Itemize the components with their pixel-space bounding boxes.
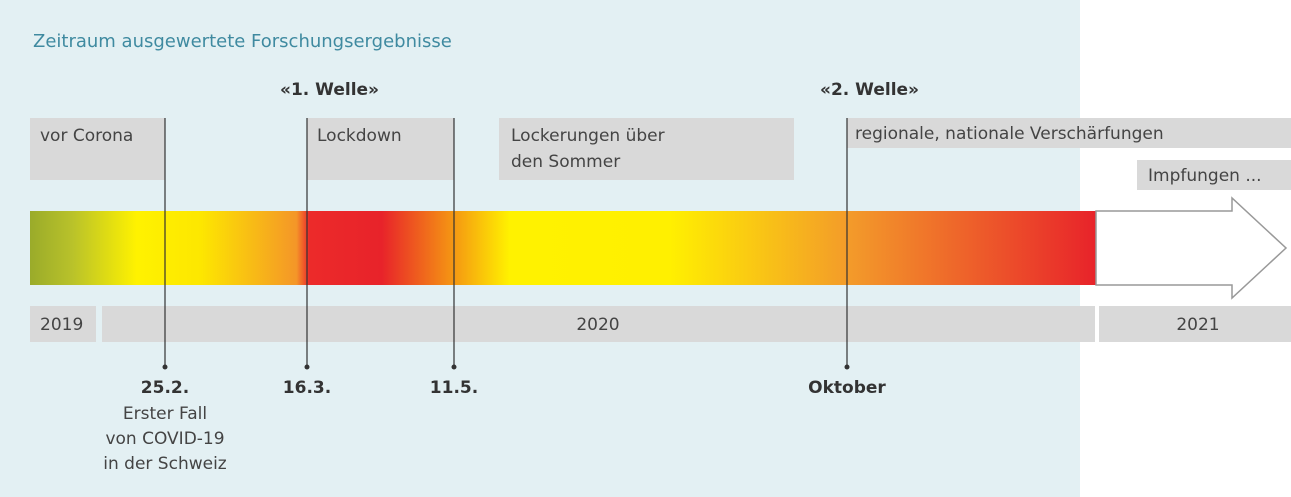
date-markers bbox=[162, 118, 850, 370]
phase-box bbox=[499, 118, 794, 180]
date-label: Oktober bbox=[808, 378, 886, 398]
date-note: von COVID-19 bbox=[105, 429, 224, 449]
phase-box bbox=[1137, 160, 1291, 190]
phase-label: Lockerungen über bbox=[511, 126, 665, 146]
date-dot bbox=[451, 364, 457, 370]
year-label: 2019 bbox=[40, 315, 83, 335]
phase-label: den Sommer bbox=[511, 152, 620, 172]
phase-box bbox=[307, 118, 454, 180]
year-label: 2021 bbox=[1176, 315, 1219, 335]
phase-label: Impfungen ... bbox=[1148, 166, 1262, 186]
phase-label: Lockdown bbox=[317, 126, 402, 146]
phase-box bbox=[30, 118, 165, 180]
date-note: in der Schweiz bbox=[103, 454, 227, 474]
phase-box bbox=[847, 118, 1291, 148]
year-box bbox=[1099, 306, 1291, 342]
date-dot bbox=[162, 364, 168, 370]
future-arrow bbox=[1095, 196, 1288, 300]
year-box bbox=[102, 306, 1095, 342]
date-label: 11.5. bbox=[430, 378, 478, 398]
date-label: 16.3. bbox=[283, 378, 331, 398]
date-note: Erster Fall bbox=[123, 404, 207, 424]
intensity-bar bbox=[30, 211, 1096, 285]
phase-label: regionale, nationale Verschärfungen bbox=[855, 124, 1164, 144]
year-label: 2020 bbox=[576, 315, 619, 335]
title: Zeitraum ausgewertete Forschungsergebnis… bbox=[33, 31, 452, 52]
wave-label: «1. Welle» bbox=[280, 80, 379, 100]
wave-label: «2. Welle» bbox=[820, 80, 919, 100]
date-dot bbox=[844, 364, 850, 370]
phase-label: vor Corona bbox=[40, 126, 133, 146]
year-box bbox=[30, 306, 96, 342]
date-dot bbox=[304, 364, 310, 370]
date-label: 25.2. bbox=[141, 378, 189, 398]
